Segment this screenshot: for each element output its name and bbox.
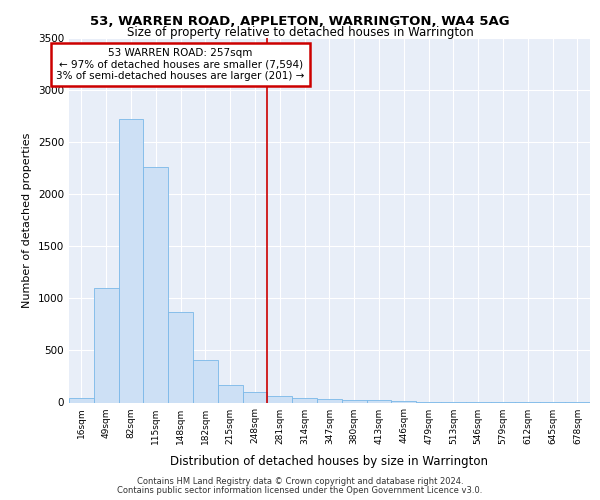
Bar <box>242 392 268 402</box>
Bar <box>317 399 342 402</box>
Bar <box>268 396 292 402</box>
Bar <box>69 398 94 402</box>
Bar <box>119 119 143 403</box>
Bar <box>367 400 391 402</box>
Y-axis label: Number of detached properties: Number of detached properties <box>22 132 32 308</box>
Text: 53, WARREN ROAD, APPLETON, WARRINGTON, WA4 5AG: 53, WARREN ROAD, APPLETON, WARRINGTON, W… <box>90 15 510 28</box>
Text: Size of property relative to detached houses in Warrington: Size of property relative to detached ho… <box>127 26 473 39</box>
Bar <box>391 401 416 402</box>
Text: Contains HM Land Registry data © Crown copyright and database right 2024.: Contains HM Land Registry data © Crown c… <box>137 477 463 486</box>
Bar <box>143 167 168 402</box>
Bar <box>168 312 193 402</box>
Bar <box>193 360 218 403</box>
Text: Contains public sector information licensed under the Open Government Licence v3: Contains public sector information licen… <box>118 486 482 495</box>
Text: 53 WARREN ROAD: 257sqm
← 97% of detached houses are smaller (7,594)
3% of semi-d: 53 WARREN ROAD: 257sqm ← 97% of detached… <box>56 48 305 81</box>
Bar <box>218 386 242 402</box>
X-axis label: Distribution of detached houses by size in Warrington: Distribution of detached houses by size … <box>170 455 488 468</box>
Bar <box>342 400 367 402</box>
Bar <box>94 288 119 403</box>
Bar <box>292 398 317 402</box>
